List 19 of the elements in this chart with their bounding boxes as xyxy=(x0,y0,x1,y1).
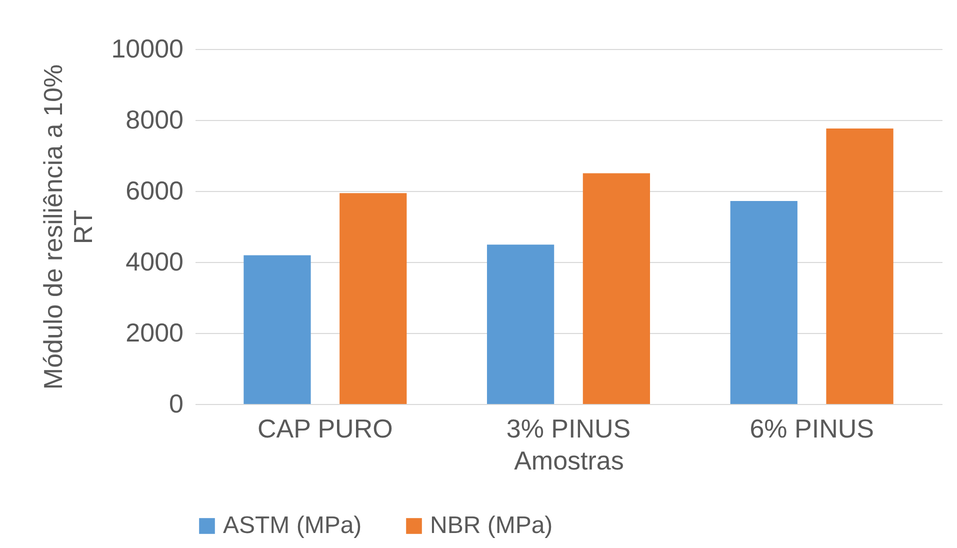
bar xyxy=(244,255,311,404)
legend-label: NBR (MPa) xyxy=(430,512,553,539)
x-tick-label: CAP PURO xyxy=(258,414,393,444)
y-tick-label: 4000 xyxy=(126,246,184,276)
bar xyxy=(730,200,798,404)
y-tick-label: 6000 xyxy=(126,176,184,206)
x-tick-label: 6% PINUS xyxy=(750,414,874,444)
bar xyxy=(340,193,407,404)
y-tick-label: 0 xyxy=(169,388,184,418)
bar xyxy=(486,244,554,404)
legend-label: ASTM (MPa) xyxy=(223,512,362,539)
x-axis-title: Amostras xyxy=(514,446,624,476)
bar xyxy=(826,128,894,404)
y-axis-title: Módulo de resiliência a 10% RT xyxy=(38,64,98,390)
x-tick-label: 3% PINUS xyxy=(506,414,631,444)
y-tick-label: 8000 xyxy=(126,104,184,134)
y-tick-label: 2000 xyxy=(126,318,184,348)
y-tick-label: 10000 xyxy=(111,34,184,64)
bar xyxy=(582,173,650,404)
